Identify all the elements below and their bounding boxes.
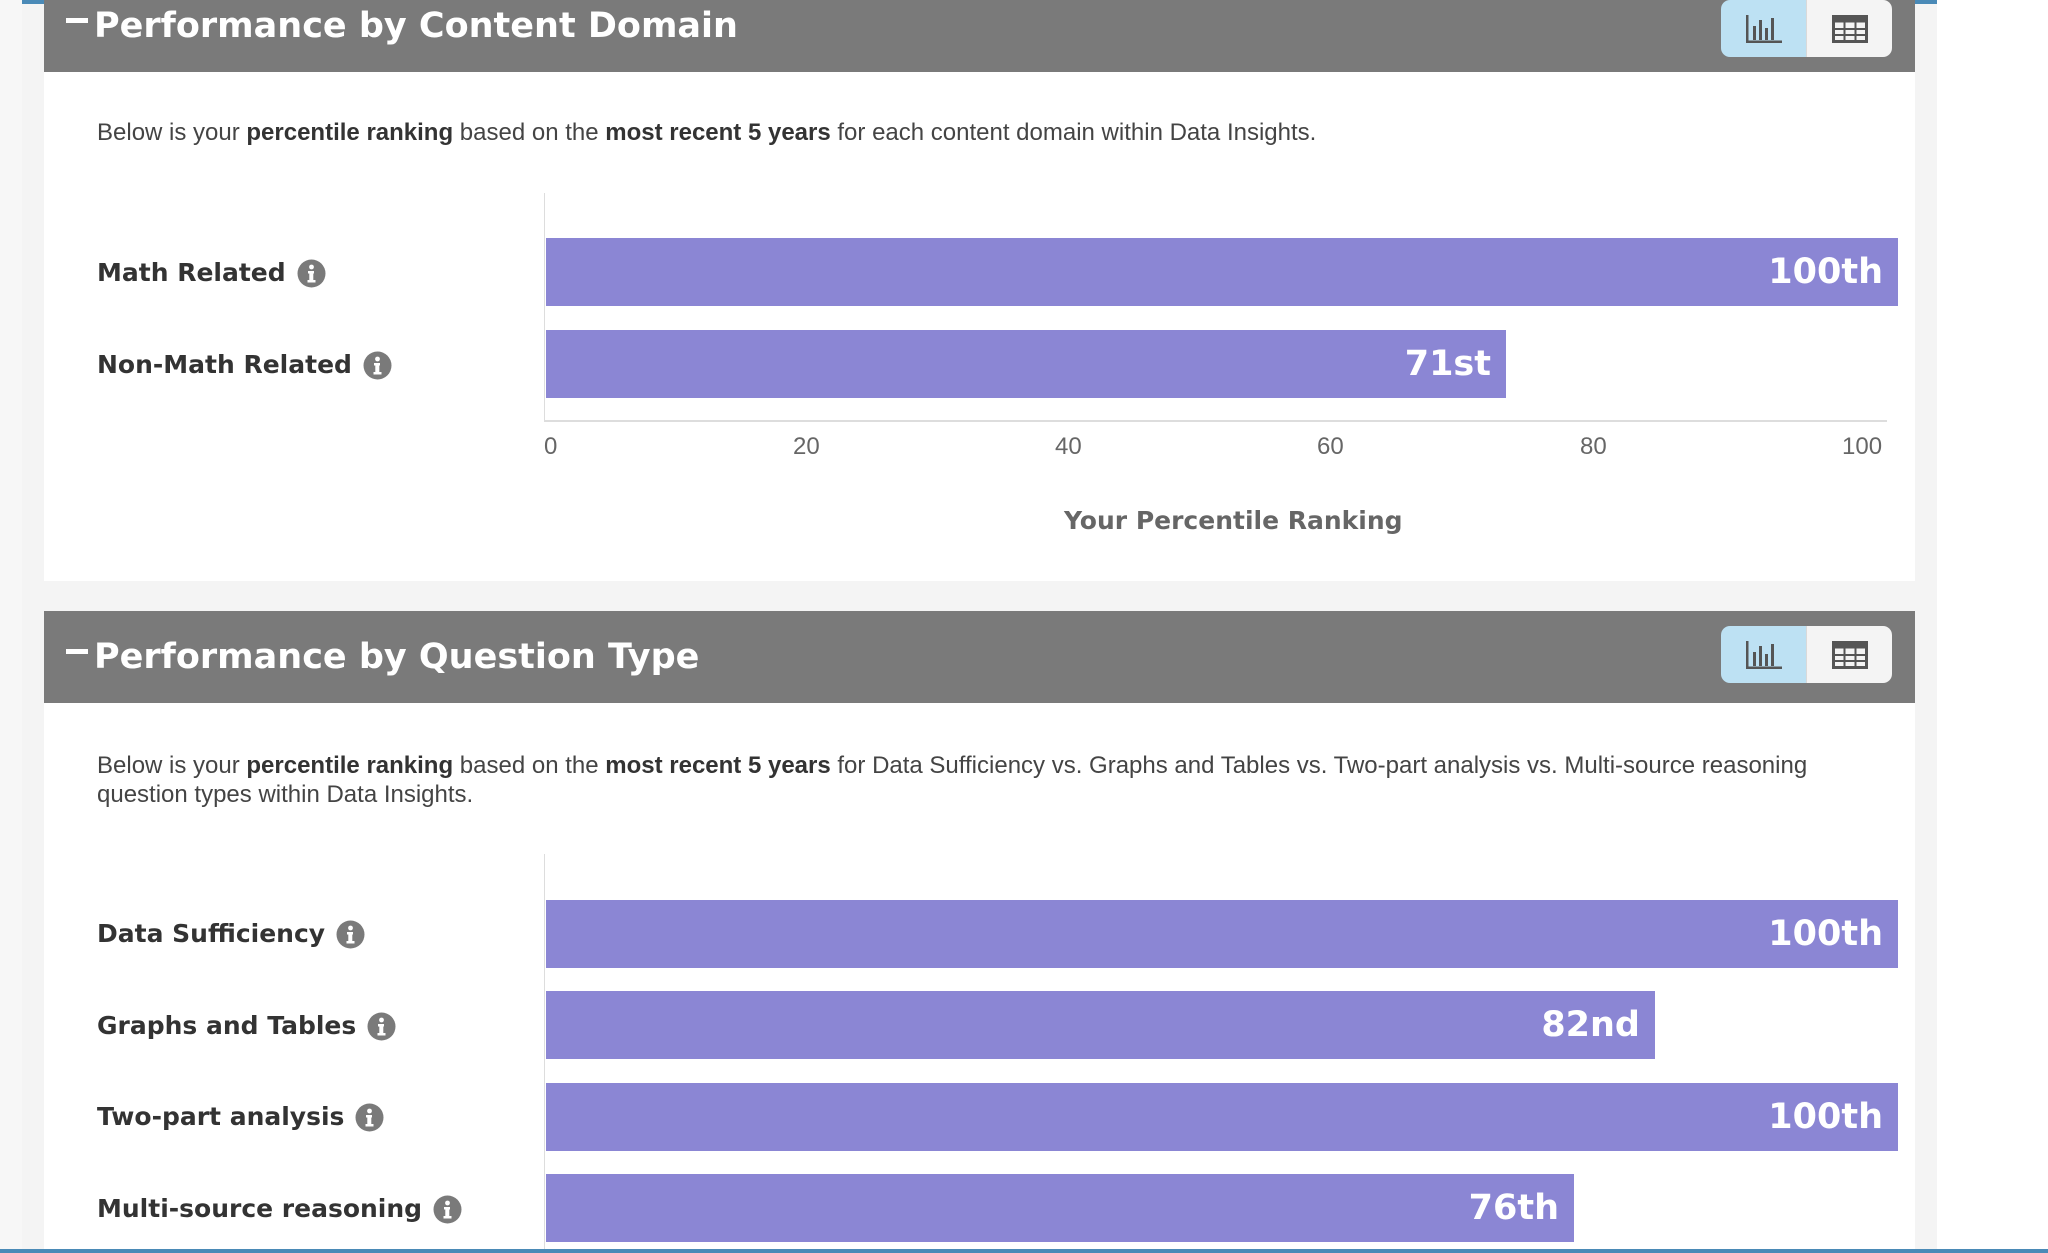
content-domain-panel: Performance by Content Domain [44,0,1915,581]
question-type-panel: Performance by Question Type [44,611,1915,1253]
info-icon[interactable] [355,1103,384,1132]
info-icon[interactable] [297,259,326,288]
bar-data-sufficiency[interactable]: 100th [546,900,1898,968]
x-tick-label-20: 20 [793,433,820,460]
content-domain-description: Below is your percentile ranking based o… [97,119,1317,146]
content-domain-view-toggle [1721,0,1892,57]
category-label-non-math-related: Non-Math Related [97,345,392,385]
bar-non-math-related[interactable]: 71st [546,330,1506,398]
chart-y-axis-line [544,854,545,1253]
bar-two-part-analysis[interactable]: 100th [546,1083,1898,1151]
question-type-title-row[interactable]: Performance by Question Type [66,611,699,703]
category-label-multi-source-reasoning: Multi-source reasoning [97,1189,462,1229]
content-domain-title-row[interactable]: Performance by Content Domain [66,0,738,72]
x-tick-label-80: 80 [1580,433,1607,460]
bar-math-related[interactable]: 100th [546,238,1898,306]
bar-value-label: 82nd [1541,1005,1640,1045]
table-grid-icon [1831,14,1868,43]
bar-value-label: 100th [1768,252,1883,292]
x-tick-label-60: 60 [1317,433,1344,460]
bar-value-label: 71st [1404,344,1491,384]
info-icon[interactable] [363,351,392,380]
question-type-description: Below is your percentile ranking based o… [97,752,1808,808]
table-view-button[interactable] [1806,0,1892,57]
category-label-graphs-and-tables: Graphs and Tables [97,1006,396,1046]
category-label-two-part-analysis: Two-part analysis [97,1097,384,1137]
bar-chart-icon [1745,14,1783,44]
chart-y-axis-line [544,193,545,421]
question-type-title: Performance by Question Type [94,637,700,677]
x-tick-label-100: 100 [1842,433,1883,460]
category-label-math-related: Math Related [97,253,326,293]
category-label-data-sufficiency: Data Sufficiency [97,914,365,954]
bar-graphs-and-tables[interactable]: 82nd [546,991,1655,1059]
x-tick-label-40: 40 [1055,433,1082,460]
table-view-button[interactable] [1806,626,1892,683]
content-domain-header: Performance by Content Domain [44,0,1915,72]
info-icon[interactable] [367,1012,396,1041]
bottom-accent-line [0,1249,2048,1253]
content-domain-title: Performance by Content Domain [94,6,738,46]
info-icon[interactable] [336,920,365,949]
x-tick-label-0: 0 [544,433,558,460]
minus-icon[interactable] [66,611,88,703]
bar-chart-icon [1745,640,1783,670]
bar-value-label: 100th [1768,1097,1883,1137]
table-grid-icon [1831,640,1868,669]
chart-view-button[interactable] [1721,0,1806,57]
chart-x-axis-line [544,420,1887,422]
x-axis-title: Your Percentile Ranking [1064,506,1403,535]
bar-multi-source-reasoning[interactable]: 76th [546,1174,1574,1242]
bar-value-label: 76th [1468,1188,1559,1228]
chart-view-button[interactable] [1721,626,1806,683]
info-icon[interactable] [433,1195,462,1224]
question-type-header: Performance by Question Type [44,611,1915,703]
left-gutter [0,0,22,1253]
bar-value-label: 100th [1768,914,1883,954]
right-gutter [1937,0,2048,1253]
minus-icon[interactable] [66,0,88,72]
question-type-view-toggle [1721,626,1892,683]
